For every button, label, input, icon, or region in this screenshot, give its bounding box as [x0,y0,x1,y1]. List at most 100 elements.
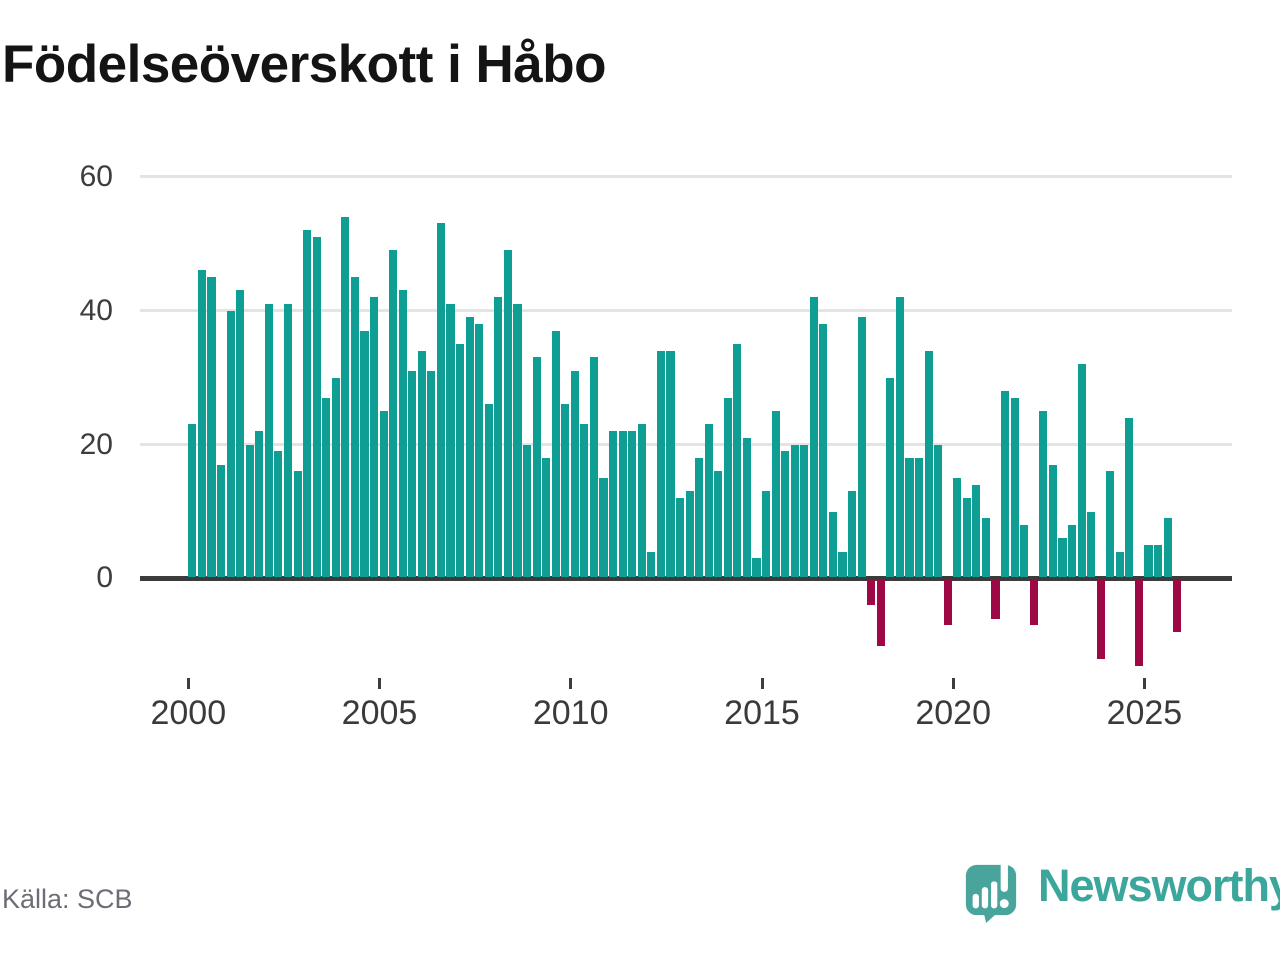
bar [704,424,713,577]
bar [972,484,981,577]
bar [436,223,446,577]
bar [494,297,503,577]
bar [809,297,818,577]
bar [867,580,876,606]
gridline-40 [140,309,1232,312]
bar [762,491,771,577]
bar [876,580,885,646]
bar [647,551,656,577]
x-axis-label: 2000 [150,694,227,732]
bar [503,250,512,577]
bar [1115,551,1124,577]
bar [1048,464,1057,577]
bar [408,370,417,577]
bar [914,457,924,577]
bar [685,491,694,577]
bar [666,350,675,577]
bar [475,323,484,577]
bar [274,451,283,577]
bar [733,344,742,577]
bar [723,397,732,577]
bar [427,370,436,577]
bar [781,451,790,577]
newsworthy-logo: Newsworthy [962,858,1280,930]
bar [637,424,646,577]
bar [628,431,637,577]
bar [484,404,493,577]
bar [599,478,608,577]
bar [742,437,751,577]
bar [236,290,245,577]
x-axis-tick [569,678,573,689]
bar [656,350,665,577]
bar [609,431,618,577]
bar [446,303,455,577]
bar [207,277,216,577]
bar [379,411,388,577]
bar [561,404,570,577]
bar [848,491,857,577]
x-axis-label: 2025 [1106,694,1183,732]
bar [934,444,943,577]
bar [360,330,369,577]
bar [714,471,723,577]
bar [188,424,197,577]
newsworthy-logo-text: Newsworthy [1038,860,1280,911]
bar [962,498,971,577]
bar [542,457,551,577]
bar [618,431,627,577]
bar [1144,545,1153,577]
bar [197,270,207,577]
gridline-20 [140,443,1232,446]
bar [551,330,560,577]
bar [991,580,1000,619]
bar [589,357,599,577]
bar [465,317,474,577]
bar [456,344,465,577]
bar [838,551,847,577]
bar [1039,411,1048,577]
bar [1163,518,1172,577]
bar [886,377,895,577]
bar [675,498,685,577]
bar [695,457,704,577]
x-axis-tick [186,678,190,689]
x-axis-tick [951,678,955,689]
bar [1029,580,1038,626]
bar [771,411,780,577]
newsworthy-logo-mark-icon [965,860,1017,923]
bar [1087,511,1096,577]
bar [1173,580,1182,633]
bar [398,290,407,577]
bar [264,303,273,577]
y-axis-label-60: 60 [79,160,113,193]
bar [389,250,398,577]
bar [1154,545,1163,577]
bar [283,303,293,577]
bar [800,444,809,577]
x-axis-label: 2020 [915,694,991,732]
bar [1106,471,1115,577]
bar [570,370,579,577]
y-axis-label-20: 20 [79,428,113,461]
bar [895,297,904,577]
x-axis-tick [1142,678,1146,689]
bar [312,236,321,577]
bar [1020,524,1029,577]
bar [580,424,589,577]
x-axis-tick [760,678,764,689]
bar [322,397,331,577]
bar [819,323,828,577]
bar [331,377,340,577]
bar [1096,580,1105,659]
bar [522,444,532,577]
bar [924,350,933,577]
bar [293,471,302,577]
bar [513,303,522,577]
page-title: Födelseöverskott i Håbo [2,35,607,94]
bar [217,464,226,577]
bar [981,518,991,577]
bar [1067,524,1077,577]
bar [303,230,312,577]
